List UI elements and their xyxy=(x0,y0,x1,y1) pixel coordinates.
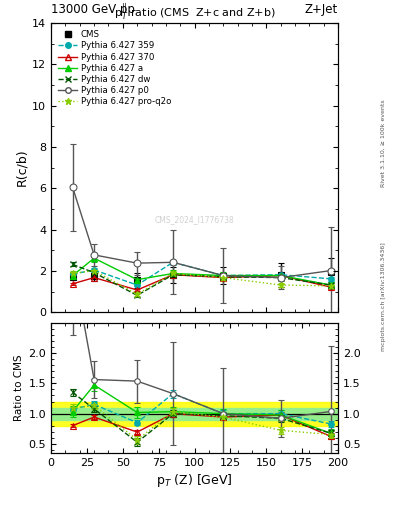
Text: Rivet 3.1.10, ≥ 100k events: Rivet 3.1.10, ≥ 100k events xyxy=(381,99,386,187)
Title: p$_T^{||}$ ratio (CMS  Z+c and Z+b): p$_T^{||}$ ratio (CMS Z+c and Z+b) xyxy=(114,2,275,23)
Legend: CMS, Pythia 6.427 359, Pythia 6.427 370, Pythia 6.427 a, Pythia 6.427 dw, Pythia: CMS, Pythia 6.427 359, Pythia 6.427 370,… xyxy=(58,30,171,106)
Y-axis label: Ratio to CMS: Ratio to CMS xyxy=(14,354,24,421)
Text: 13000 GeV pp: 13000 GeV pp xyxy=(51,3,135,16)
Text: CMS_2024_I1776738: CMS_2024_I1776738 xyxy=(155,215,234,224)
Bar xyxy=(51,408,338,420)
Y-axis label: R(c/b): R(c/b) xyxy=(15,149,28,186)
Text: mcplots.cern.ch [arXiv:1306.3436]: mcplots.cern.ch [arXiv:1306.3436] xyxy=(381,243,386,351)
Text: Z+Jet: Z+Jet xyxy=(305,3,338,16)
X-axis label: p$_{T}$ (Z) [GeV]: p$_{T}$ (Z) [GeV] xyxy=(156,472,233,489)
Bar xyxy=(51,401,338,426)
